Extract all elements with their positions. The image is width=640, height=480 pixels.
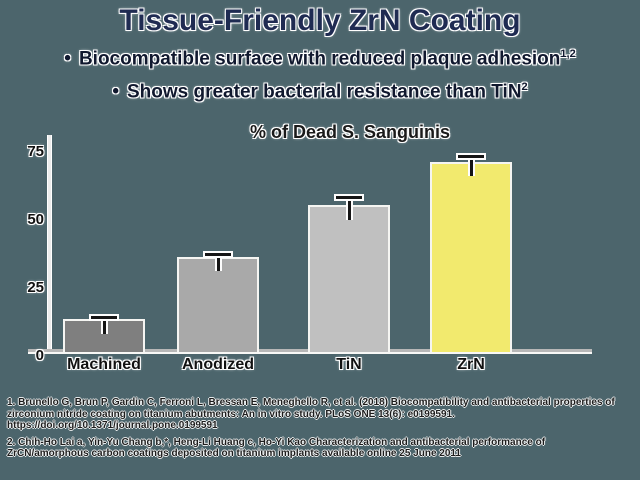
x-axis-label-tin: TiN — [336, 356, 362, 373]
bar-tin — [308, 205, 390, 352]
bullet-text: Shows greater bacterial resistance than … — [126, 81, 522, 103]
x-axis-label-zrn: ZrN — [457, 356, 485, 373]
chart-title: % of Dead S. Sanguinis — [249, 122, 451, 142]
footnote-1: 1. Brunello G, Brun P, Gardin C, Ferroni… — [7, 397, 615, 431]
y-tick-label-75: 75 — [27, 143, 44, 160]
bullet-text: Biocompatible surface with reduced plaqu… — [78, 48, 561, 70]
error-bar-stem-machined — [102, 321, 106, 334]
y-tick-label-25: 25 — [27, 279, 44, 296]
slide-title: Tissue-Friendly ZrN Coating — [119, 4, 521, 37]
error-bar-cap-machined — [89, 314, 119, 321]
bullet-superscript: 1,2 — [560, 48, 576, 60]
error-bar-cap-zrn — [456, 153, 486, 160]
y-tick-label-0: 0 — [35, 347, 44, 364]
y-axis-line — [48, 135, 51, 352]
x-axis-label-machined: Machined — [67, 356, 141, 373]
bullet-biocompatible: • Biocompatible surface with reduced plaq… — [0, 48, 640, 70]
bar-zrn — [430, 162, 512, 352]
bar-anodized — [177, 257, 259, 352]
footnotes: 1. Brunello G, Brun P, Gardin C, Ferroni… — [7, 397, 621, 465]
error-bar-stem-tin — [347, 201, 351, 220]
error-bar-cap-tin — [334, 194, 364, 201]
error-bar-stem-zrn — [469, 160, 473, 176]
bullet-superscript: 2 — [521, 81, 528, 93]
error-bar-stem-anodized — [216, 258, 220, 271]
y-tick-label-50: 50 — [27, 211, 44, 228]
footnote-2: 2. Chih-Ho Lai a, Yin-Yu Chang b,*, Heng… — [7, 436, 546, 460]
error-bar-cap-anodized — [203, 251, 233, 258]
x-axis-label-anodized: Anodized — [182, 356, 254, 373]
bullet-dot: • — [112, 81, 119, 103]
bullet-bacterial-resistance: • Shows greater bacterial resistance than… — [0, 81, 640, 103]
bullet-dot: • — [64, 48, 71, 70]
